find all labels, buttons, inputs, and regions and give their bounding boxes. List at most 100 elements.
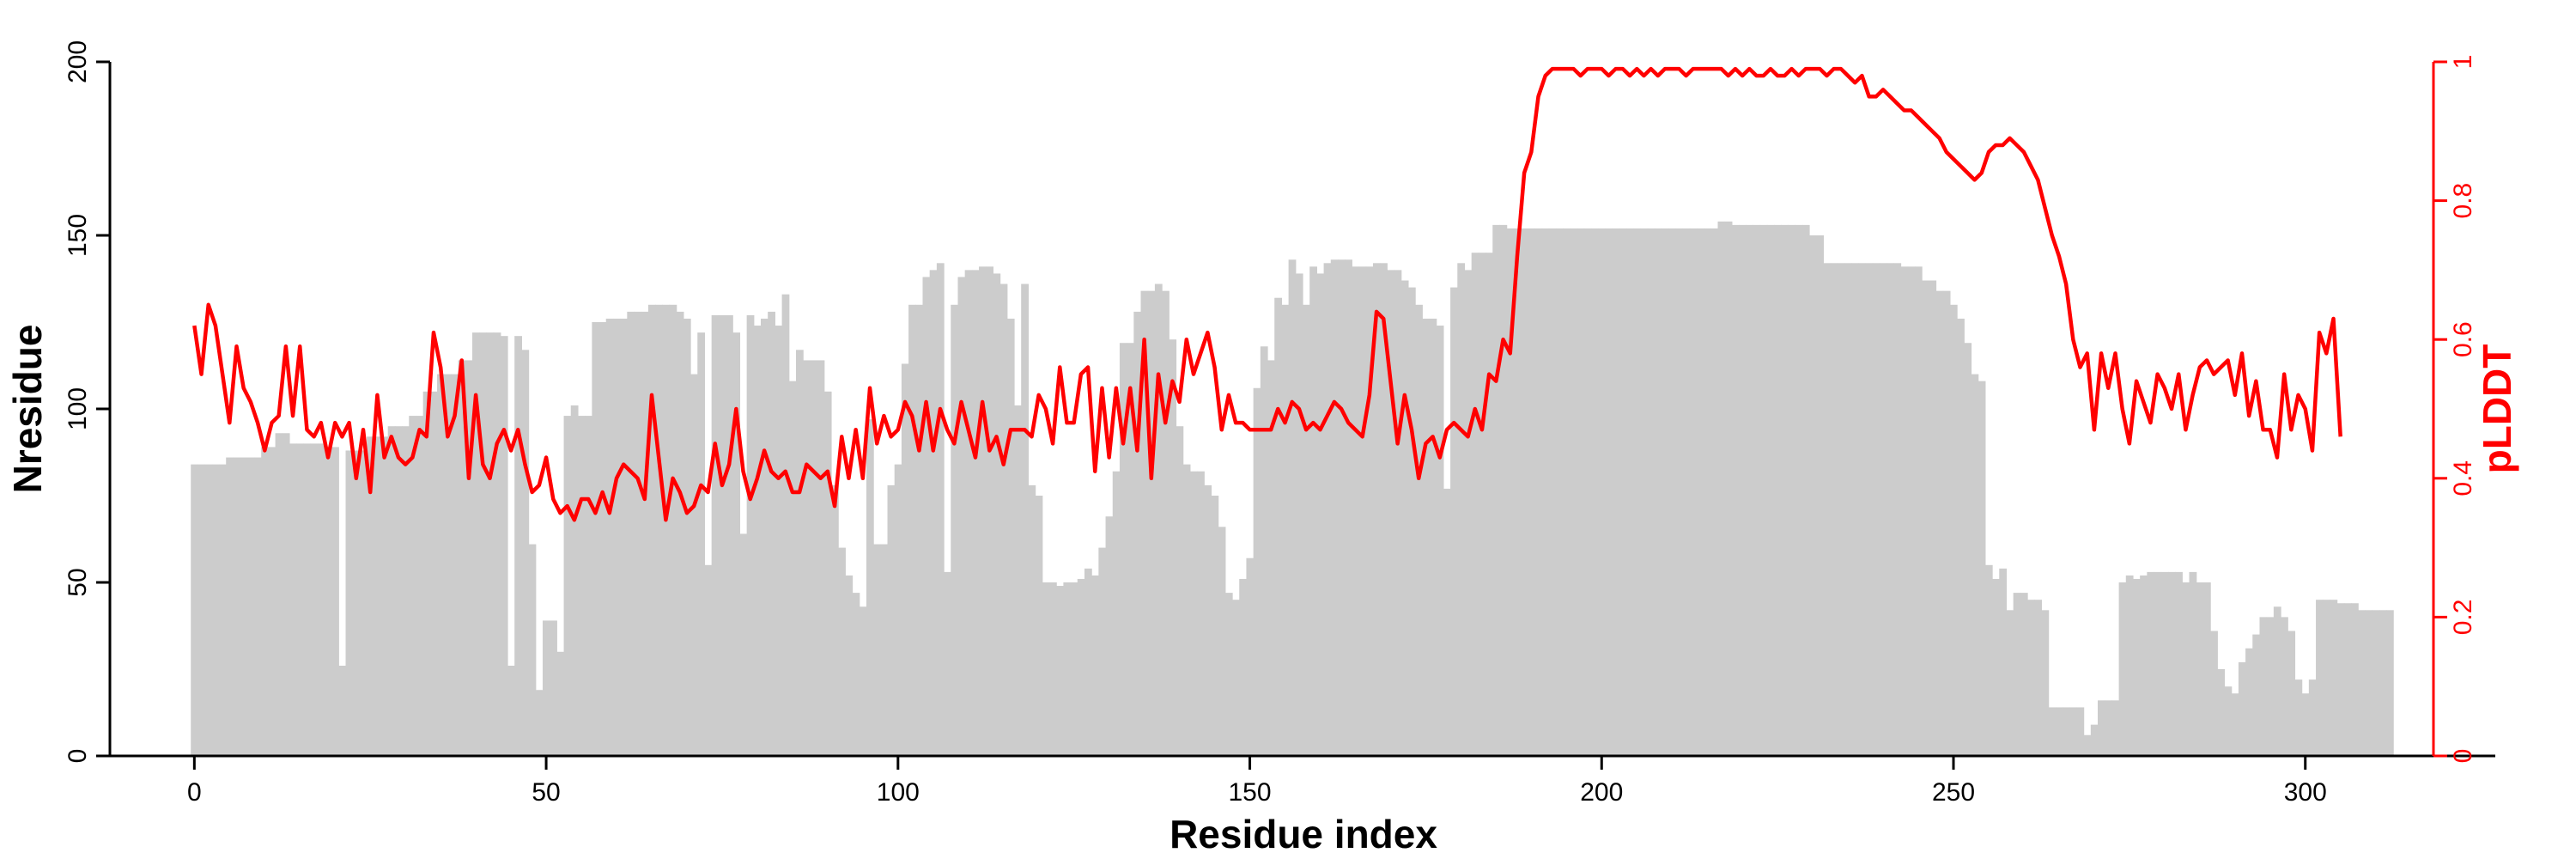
nresidue-bar: [810, 360, 818, 756]
nresidue-bar: [999, 283, 1008, 756]
nresidue-bar: [979, 266, 987, 756]
nresidue-bar: [422, 391, 431, 756]
nresidue-bar: [704, 564, 713, 756]
nresidue-bar: [2372, 610, 2380, 756]
nresidue-bar: [437, 374, 445, 756]
nresidue-bar: [394, 426, 403, 756]
y-tick-label: 200: [64, 40, 92, 83]
nresidue-bar: [697, 332, 706, 756]
nresidue-bar: [2308, 679, 2317, 756]
nresidue-bar: [2020, 593, 2028, 756]
nresidue-bar: [402, 426, 410, 756]
nresidue-bar: [1471, 253, 1479, 756]
nresidue-bar: [1091, 575, 1099, 756]
nresidue-bar: [1253, 387, 1261, 756]
nresidue-bar: [1739, 224, 1747, 756]
nresidue-bar: [1858, 263, 1867, 756]
nresidue-bar: [880, 544, 889, 756]
nresidue-bar: [367, 436, 374, 756]
nresidue-bar: [233, 457, 241, 756]
nresidue-bar: [2063, 707, 2070, 756]
nresidue-bar: [1182, 464, 1191, 756]
nresidue-bar: [1971, 374, 1979, 756]
x-tick-label: 0: [187, 778, 202, 807]
nresidue-bar: [1879, 263, 1887, 756]
y-tick-label: 0: [64, 749, 92, 764]
nresidue-bar: [1893, 263, 1902, 756]
nresidue-bar: [2189, 571, 2197, 756]
nresidue-bar: [1415, 304, 1423, 756]
nresidue-bar: [1682, 228, 1691, 756]
nresidue-bar: [1661, 228, 1669, 756]
nresidue-bar: [1731, 224, 1740, 756]
nresidue-bar: [2281, 617, 2288, 756]
x-tick-label: 150: [1229, 778, 1272, 807]
nresidue-bar: [465, 360, 473, 756]
nresidue-bar: [1717, 221, 1726, 757]
y-tick-label: 50: [64, 568, 92, 596]
nresidue-bar: [690, 374, 698, 756]
nresidue-bar: [2273, 606, 2281, 756]
x-tick-label: 300: [2284, 778, 2327, 807]
nresidue-bar: [2379, 610, 2387, 756]
nresidue-bar: [1127, 343, 1134, 756]
nresidue-bar: [894, 464, 902, 756]
nresidue-bar: [1224, 593, 1233, 756]
nresidue-bar: [486, 332, 495, 756]
nresidue-bar: [1992, 578, 2000, 756]
nresidue-bar: [2385, 610, 2394, 756]
nresidue-bar: [669, 304, 677, 756]
nresidue-bar: [1886, 263, 1894, 756]
nresidue-bar: [1478, 253, 1486, 756]
nresidue-bar: [922, 277, 931, 757]
nresidue-bar: [1169, 339, 1177, 756]
nresidue-bar: [1211, 496, 1219, 756]
nresidue-bar: [1422, 318, 1431, 756]
nresidue-bar: [352, 450, 361, 756]
nresidue-bar: [627, 311, 635, 756]
nresidue-bar: [2224, 686, 2233, 756]
nresidue-bar: [1534, 228, 1543, 756]
nresidue-bar: [500, 336, 508, 756]
nresidue-bar: [957, 277, 966, 757]
nresidue-bar: [944, 571, 951, 756]
nresidue-bar: [2083, 734, 2092, 756]
nresidue-bar: [1830, 263, 1838, 756]
nresidue-bar: [514, 336, 522, 756]
nresidue-bar: [1218, 527, 1226, 756]
nresidue-bar: [1781, 224, 1789, 756]
y-tick-label: 150: [64, 214, 92, 257]
y-ticks: 0 50 100 150 200: [64, 40, 110, 763]
nresidue-bar: [1394, 270, 1402, 756]
nresidue-bar: [1246, 557, 1255, 756]
nresidue-bar: [1436, 326, 1444, 756]
y-tick-label: 100: [64, 387, 92, 430]
nresidue-bar: [647, 304, 656, 756]
nresidue-bar: [964, 270, 973, 756]
nresidue-bar: [1260, 346, 1268, 756]
nresidue-bar: [2323, 600, 2331, 756]
nresidue-bar: [1084, 568, 1092, 756]
nresidue-bar: [1704, 228, 1711, 756]
nresidue-bar: [1577, 228, 1585, 756]
nresidue-bar: [676, 311, 684, 756]
nresidue-bar: [1021, 283, 1029, 756]
nresidue-bar: [429, 391, 438, 756]
nresidue-bar: [1774, 224, 1782, 756]
nresidue-bar: [2041, 610, 2050, 756]
nresidue-bar: [1556, 228, 1564, 756]
nresidue-bar: [2316, 600, 2324, 756]
nresidue-bar: [859, 606, 867, 756]
nresidue-bar: [1872, 263, 1880, 756]
nresidue-bar: [838, 547, 846, 756]
nresidue-bar: [451, 374, 459, 756]
nresidue-bar: [1316, 273, 1325, 756]
nresidue-bar: [197, 464, 206, 756]
nresidue-bar: [1014, 405, 1022, 756]
nresidue-bar: [577, 416, 586, 756]
nresidue-bar: [1288, 259, 1297, 756]
nresidue-bar: [380, 436, 389, 756]
nresidue-bar: [817, 360, 825, 756]
nresidue-bar: [535, 690, 544, 756]
nresidue-bar: [2301, 693, 2310, 756]
